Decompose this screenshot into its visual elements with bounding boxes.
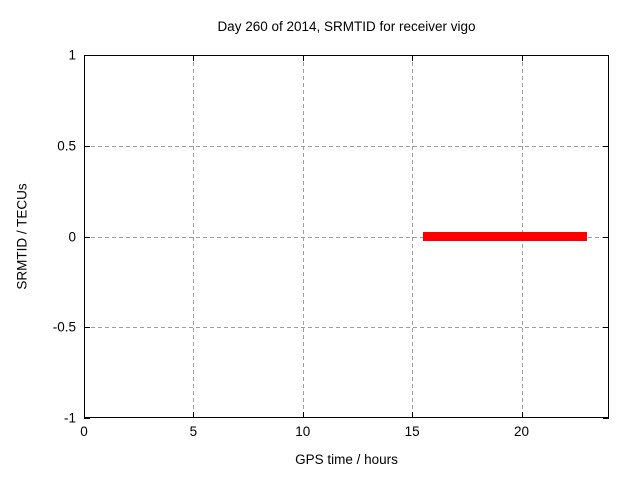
x-tick-mark: [302, 412, 304, 418]
chart-title: Day 260 of 2014, SRMTID for receiver vig…: [217, 19, 476, 34]
y-tick-label: -0.5: [52, 319, 76, 335]
x-tick-mark: [412, 55, 414, 61]
y-tick-mark: [84, 327, 90, 329]
x-tick-mark: [193, 412, 195, 418]
y-tick-label: -1: [63, 410, 76, 426]
x-tick-mark: [412, 412, 414, 418]
y-gridline: [84, 145, 609, 147]
y-gridline: [84, 236, 609, 238]
y-tick-mark: [603, 236, 609, 238]
x-axis-label: GPS time / hours: [295, 452, 398, 467]
x-tick-label: 10: [295, 424, 311, 439]
x-tick-label: 5: [189, 424, 198, 439]
x-tick-label: 0: [80, 424, 88, 439]
x-tick-mark: [193, 55, 195, 61]
y-tick-mark: [84, 418, 90, 419]
series-line-srmtid: [423, 232, 588, 241]
x-tick-mark: [521, 412, 523, 418]
y-tick-mark: [603, 327, 609, 329]
y-tick-label: 0.5: [57, 138, 76, 154]
y-tick-mark: [603, 145, 609, 147]
y-tick-mark: [84, 55, 90, 56]
y-tick-label: 0: [68, 229, 76, 244]
y-tick-mark: [84, 145, 90, 147]
x-tick-label: 15: [404, 424, 420, 439]
x-tick-mark: [302, 55, 304, 61]
x-tick-mark: [521, 55, 523, 61]
y-gridline: [84, 327, 609, 329]
x-tick-mark: [84, 55, 85, 61]
x-tick-label: 20: [513, 424, 530, 439]
y-axis-label: SRMTID / TECUs: [14, 183, 30, 290]
y-tick-mark: [84, 236, 90, 238]
y-tick-label: 1: [68, 47, 76, 63]
y-tick-mark: [603, 55, 609, 56]
x-tick-mark: [84, 412, 85, 418]
y-tick-mark: [603, 418, 609, 419]
